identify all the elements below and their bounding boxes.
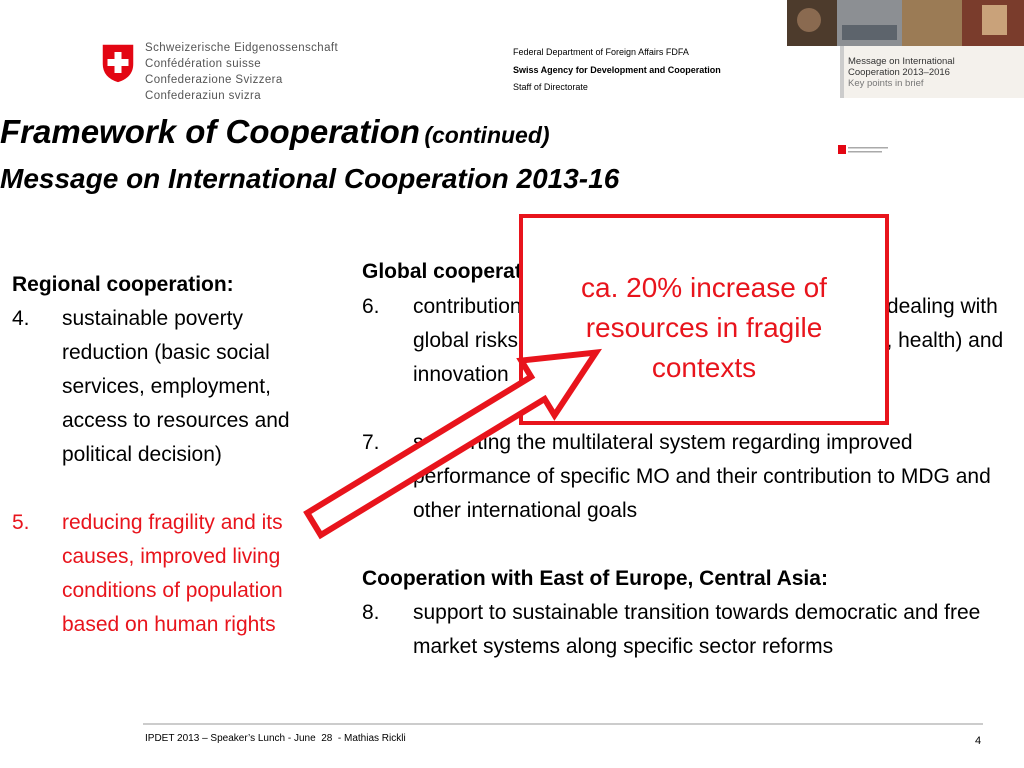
confed-line: Confederazione Svizzera	[145, 74, 283, 86]
item-number: 4.	[12, 307, 30, 330]
confed-line: Confédération suisse	[145, 58, 262, 70]
item-text: support to sustainable transition toward…	[413, 601, 981, 658]
page-number: 4	[975, 735, 982, 747]
arrow	[303, 348, 602, 540]
item-text: supporting the multilateral system regar…	[413, 431, 991, 522]
subtitle: Message on International Cooperation 201…	[0, 163, 620, 194]
unit: Staff of Directorate	[513, 82, 588, 92]
confed-line: Schweizerische Eidgenossenschaft	[145, 42, 339, 54]
item-text: sustainable poverty reduction (basic soc…	[62, 307, 290, 466]
cover-image	[840, 46, 1024, 98]
title-main: Framework of Cooperation	[0, 113, 420, 150]
callout-text: ca. 20% increase of resources in fragile…	[581, 272, 827, 383]
department: Federal Department of Foreign Affairs FD…	[513, 47, 689, 57]
confed-line: Confederaziun svizra	[145, 90, 262, 102]
title-suffix: (continued)	[424, 122, 550, 148]
title: Framework of Cooperation (continued)	[0, 113, 550, 151]
section-heading: Cooperation with East of Europe, Central…	[362, 567, 828, 590]
cover-line: Message on International	[848, 56, 955, 67]
swiss-shield	[101, 43, 135, 84]
mini-logo	[838, 145, 888, 154]
photo-strip	[787, 0, 1024, 46]
item-number: 5.	[12, 511, 30, 534]
item-text: reducing fragility and its causes, impro…	[62, 511, 283, 636]
callout-box: ca. 20% increase of resources in fragile…	[519, 214, 889, 425]
cover-text: Message on International Cooperation 201…	[848, 56, 955, 89]
cover-line: Cooperation 2013–2016	[848, 67, 950, 78]
item-number: 6.	[362, 295, 380, 318]
cover-line: Key points in brief	[848, 78, 924, 89]
item-number: 8.	[362, 601, 380, 624]
footer-rule	[143, 723, 983, 725]
footer-text: IPDET 2013 – Speaker’s Lunch - June 28 -…	[145, 733, 406, 744]
section-heading: Regional cooperation:	[12, 273, 234, 296]
section-heading: Global cooperation:	[362, 260, 561, 283]
item-number: 7.	[362, 431, 380, 454]
agency: Swiss Agency for Development and Coopera…	[513, 65, 721, 75]
